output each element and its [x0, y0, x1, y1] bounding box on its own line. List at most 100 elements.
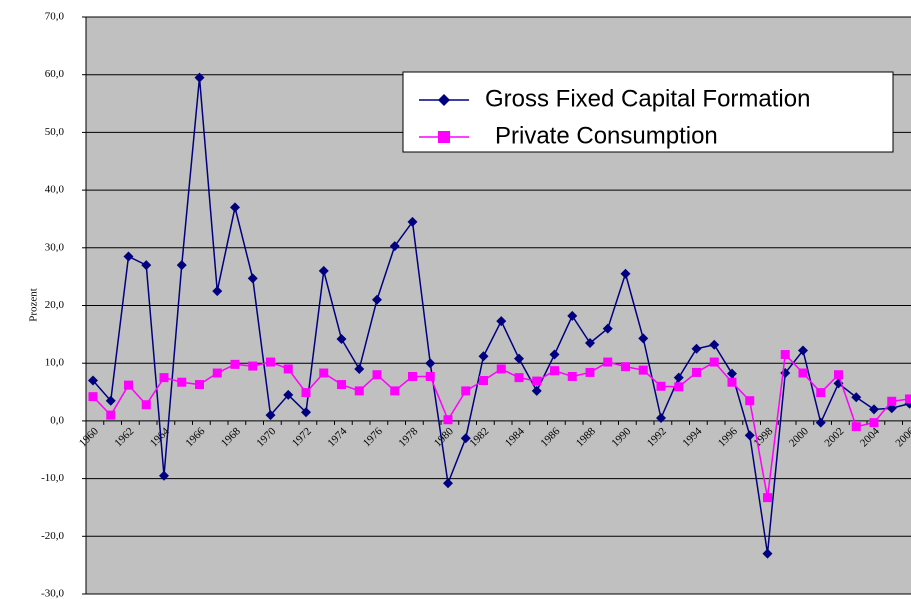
marker [479, 376, 488, 386]
legend-label: Private Consumption [495, 122, 718, 149]
marker [336, 333, 347, 344]
marker [301, 407, 311, 418]
marker [621, 362, 630, 372]
marker [549, 349, 560, 360]
marker [602, 323, 613, 334]
y-tick-label: 30,0 [45, 241, 65, 253]
y-tick-label: 10,0 [45, 357, 65, 369]
y-tick-label: -10,0 [41, 472, 64, 484]
marker [230, 202, 240, 213]
marker [141, 260, 152, 271]
marker [212, 368, 222, 378]
marker [585, 367, 595, 377]
marker [443, 415, 453, 425]
y-tick-label: 70,0 [45, 11, 65, 23]
marker [674, 382, 684, 392]
marker [247, 273, 258, 284]
y-tick-label: -30,0 [41, 588, 64, 599]
marker [514, 373, 524, 383]
marker [496, 364, 506, 374]
marker [461, 386, 471, 396]
y-tick-label: 20,0 [45, 299, 65, 311]
marker [763, 493, 772, 503]
marker [851, 392, 862, 403]
marker [727, 377, 737, 387]
marker [390, 386, 400, 396]
marker [124, 380, 133, 390]
marker [585, 338, 595, 349]
marker [638, 333, 649, 344]
marker [283, 364, 293, 374]
marker [905, 394, 911, 404]
marker [408, 371, 417, 381]
marker [496, 316, 507, 327]
marker [815, 417, 826, 428]
marker [531, 385, 542, 396]
marker [656, 381, 666, 391]
marker [727, 368, 737, 379]
marker [869, 418, 879, 428]
marker [372, 294, 382, 305]
marker [603, 357, 613, 367]
marker [514, 353, 524, 364]
marker [354, 386, 364, 396]
marker [851, 422, 861, 432]
legend-marker [438, 131, 450, 143]
marker [319, 368, 329, 378]
marker [567, 371, 577, 381]
marker [869, 404, 879, 415]
marker [337, 380, 346, 390]
marker [301, 388, 311, 398]
marker [673, 372, 684, 383]
marker [780, 350, 790, 360]
y-axis-label: Prozent [28, 288, 40, 322]
marker [709, 357, 719, 367]
marker [105, 395, 116, 406]
marker [159, 373, 169, 383]
marker [478, 351, 489, 362]
marker [176, 260, 187, 271]
marker [709, 339, 720, 350]
marker [177, 377, 187, 387]
marker [283, 389, 294, 400]
marker [318, 265, 329, 276]
marker [691, 343, 702, 354]
marker [425, 371, 435, 381]
legend-box [402, 71, 894, 153]
marker [567, 310, 578, 321]
marker [407, 216, 418, 227]
marker [443, 478, 453, 489]
marker [638, 365, 648, 375]
marker [159, 470, 169, 481]
marker [745, 396, 755, 406]
marker [532, 376, 542, 386]
marker [212, 286, 223, 297]
marker [798, 368, 808, 378]
marker [834, 370, 843, 380]
marker [762, 548, 773, 559]
marker [620, 268, 631, 279]
marker [656, 413, 666, 424]
marker [692, 367, 701, 377]
y-tick-label: -20,0 [41, 530, 64, 542]
marker [248, 361, 258, 371]
marker [425, 358, 436, 369]
y-tick-label: 50,0 [45, 126, 65, 138]
marker [372, 370, 382, 380]
marker [230, 359, 240, 369]
marker [194, 72, 205, 83]
marker [195, 380, 204, 390]
y-tick-label: 60,0 [45, 68, 65, 80]
marker [88, 375, 98, 386]
legend-marker [438, 94, 450, 106]
marker [389, 241, 400, 252]
series-layer [88, 72, 911, 559]
marker [265, 410, 276, 421]
marker [106, 410, 116, 420]
marker [354, 363, 365, 374]
marker [798, 345, 808, 356]
marker [266, 357, 275, 367]
marker [123, 251, 134, 262]
marker [744, 430, 755, 441]
